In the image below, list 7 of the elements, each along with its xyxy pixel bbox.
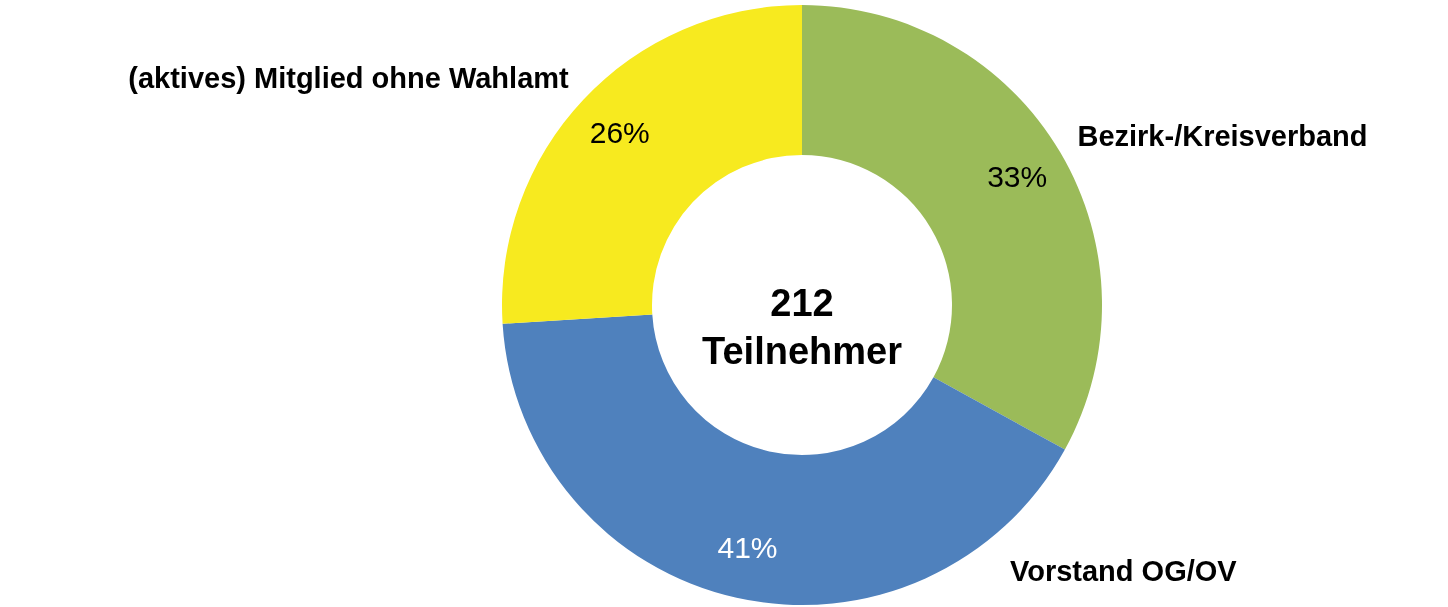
slice-label: Bezirk-/Kreisverband xyxy=(1077,120,1368,153)
data-label: 33% xyxy=(987,159,1048,193)
text: 212 Teilnehmer xyxy=(702,282,903,372)
data-label: 41% xyxy=(717,530,778,564)
slice-label: (aktives) Mitglied ohne Wahlamt xyxy=(128,62,570,95)
slice-label: Vorstand OG/OV xyxy=(1010,555,1238,587)
data-label: 26% xyxy=(589,115,650,149)
